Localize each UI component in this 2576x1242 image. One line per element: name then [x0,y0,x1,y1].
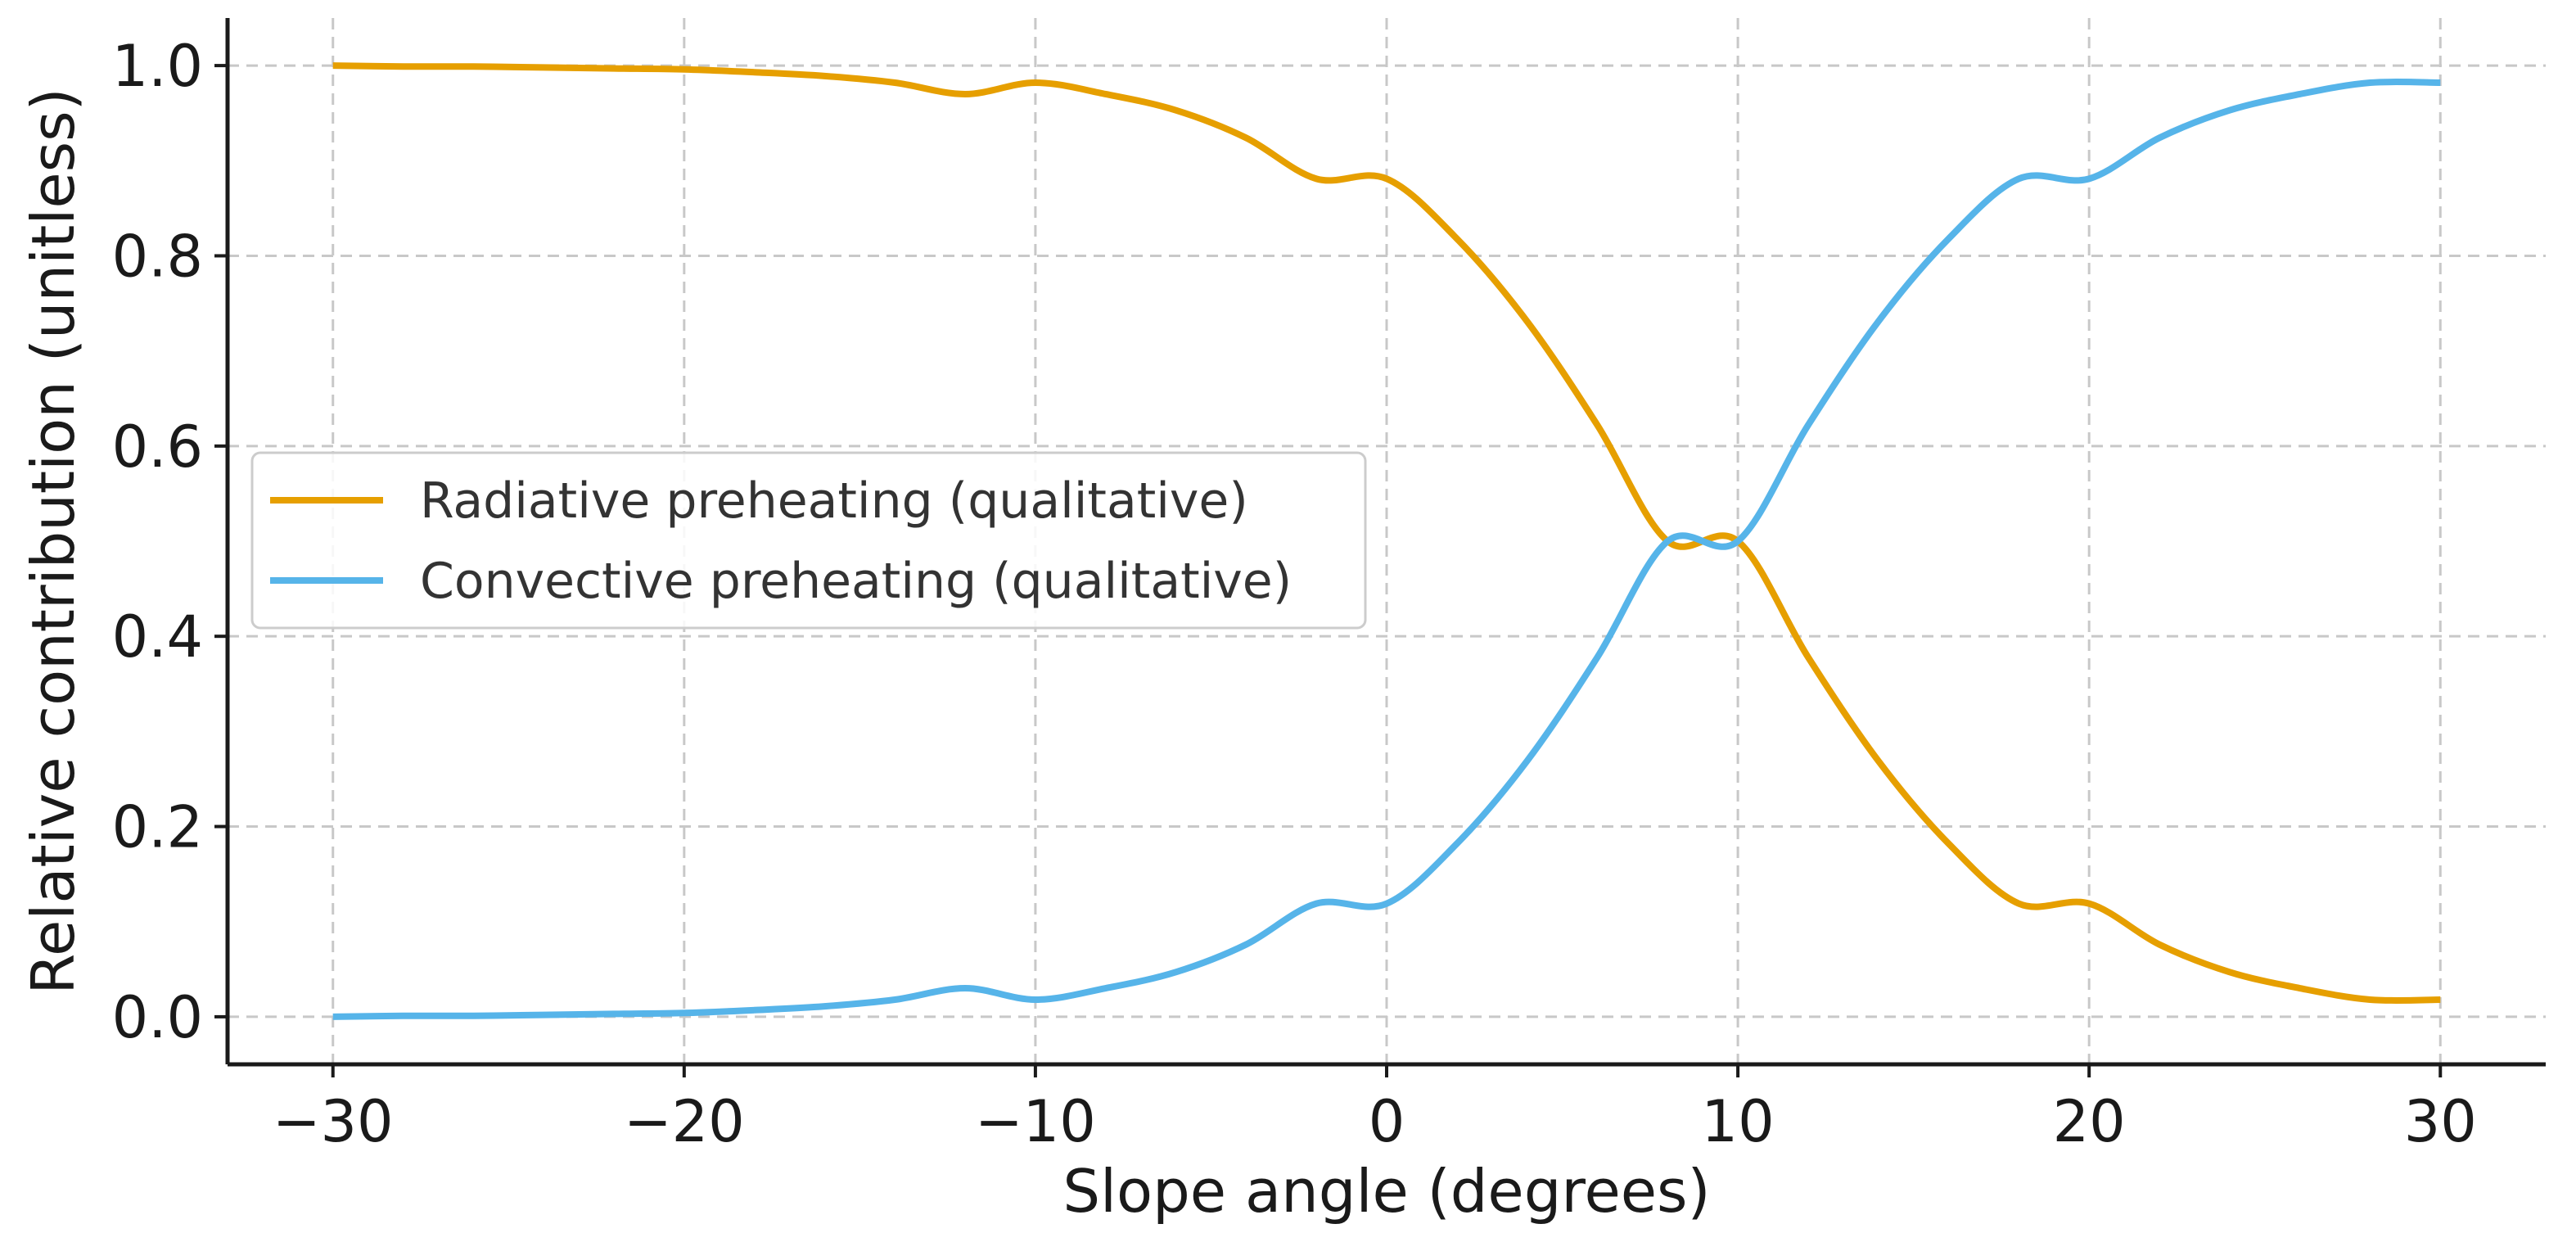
y-tick-label: 1.0 [112,33,203,100]
y-tick-label: 0.4 [112,603,203,671]
legend: Radiative preheating (qualitative) Convec… [250,451,1367,630]
y-tick-label: 0.8 [112,223,203,290]
x-tick-label: −30 [273,1088,394,1155]
x-tick-label: 0 [1369,1088,1405,1155]
x-tick-label: −20 [624,1088,745,1155]
series-line-1 [332,78,2441,1020]
series [332,62,2441,1020]
x-tick-label: 30 [2404,1088,2477,1155]
legend-box [250,451,1367,630]
x-tick-label: 20 [2053,1088,2126,1155]
y-tick-label: 0.0 [112,984,203,1051]
y-tick-label: 0.6 [112,413,203,481]
ticks: −30 −20 −10 0 10 20 30 0.0 0.2 0.4 0.6 0.8 1.0 [112,33,2477,1155]
y-axis-label: Relative contribution (unitless) [19,88,88,995]
legend-label-0: Radiative preheating (qualitative) [420,472,1248,530]
x-tick-label: 10 [1702,1088,1775,1155]
legend-label-1: Convective preheating (qualitative) [420,553,1292,610]
x-tick-label: −10 [975,1088,1096,1155]
series-line-0 [332,62,2441,1005]
x-axis-label: Slope angle (degrees) [1062,1157,1710,1226]
y-tick-label: 0.2 [112,794,203,861]
